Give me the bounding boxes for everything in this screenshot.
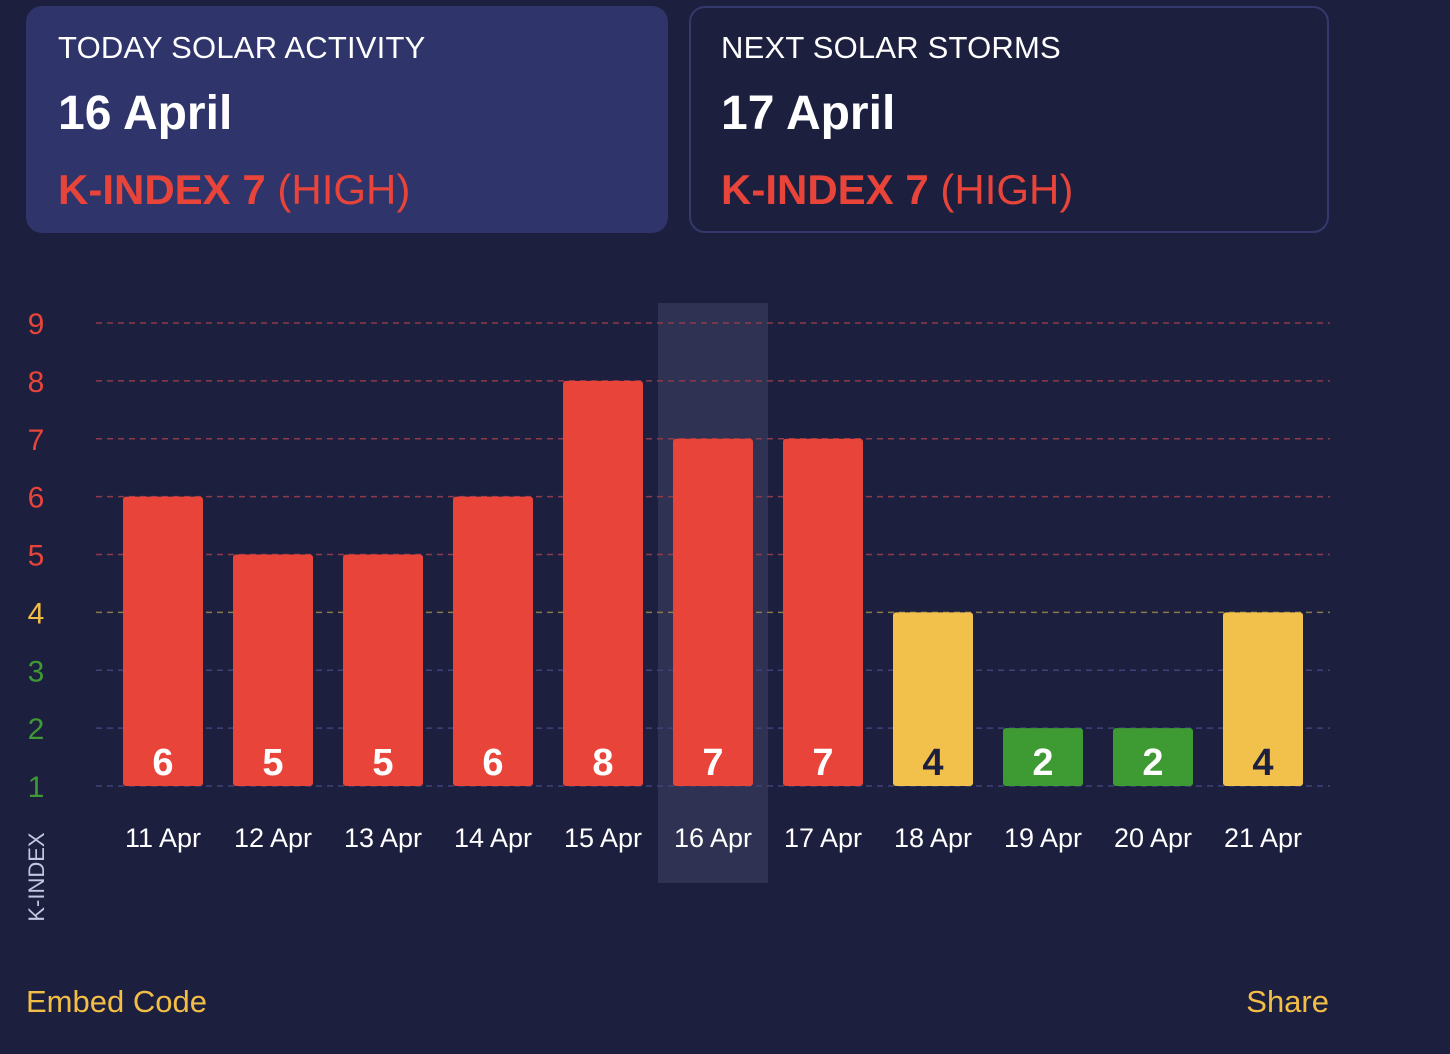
bar-14-apr (453, 496, 533, 786)
y-tick-label: 1 (28, 771, 45, 804)
embed-code-link[interactable]: Embed Code (26, 984, 207, 1019)
bar-11-apr (123, 496, 203, 786)
bar-value-label: 8 (592, 742, 613, 784)
next-kindex-value: K-INDEX 7 (721, 166, 929, 213)
share-link[interactable]: Share (1246, 984, 1329, 1019)
bar-20-apr (1113, 728, 1193, 786)
x-tick-label: 14 Apr (454, 823, 532, 853)
bar-value-label: 7 (812, 742, 833, 784)
y-tick-label: 5 (28, 540, 45, 573)
x-tick-label: 15 Apr (564, 823, 642, 853)
today-activity-card: TODAY SOLAR ACTIVITY 16 April K-INDEX 7 … (26, 6, 668, 233)
bar-12-apr (233, 554, 313, 786)
y-tick-label: 4 (28, 597, 45, 630)
y-axis-label: K-INDEX (24, 832, 49, 922)
bar-15-apr (563, 380, 643, 786)
next-kindex-level: (HIGH) (940, 166, 1074, 213)
next-card-kindex: K-INDEX 7 (HIGH) (721, 166, 1073, 214)
y-tick-label: 3 (28, 655, 45, 688)
bar-value-label: 4 (922, 742, 943, 784)
y-tick-label: 9 (28, 308, 45, 341)
bar-value-label: 2 (1142, 742, 1163, 784)
today-kindex-level: (HIGH) (277, 166, 411, 213)
bar-13-apr (343, 554, 423, 786)
bar-value-label: 7 (702, 742, 723, 784)
bar-value-label: 4 (1252, 742, 1273, 784)
next-storms-card: NEXT SOLAR STORMS 17 April K-INDEX 7 (HI… (689, 6, 1329, 233)
x-tick-label: 12 Apr (234, 823, 312, 853)
bar-value-label: 6 (482, 742, 503, 784)
y-tick-label: 7 (28, 424, 45, 457)
bar-18-apr (893, 612, 973, 786)
today-card-date: 16 April (58, 87, 233, 140)
bar-17-apr (783, 438, 863, 786)
bar-19-apr (1003, 728, 1083, 786)
x-tick-label: 18 Apr (894, 823, 972, 853)
next-card-date: 17 April (721, 87, 896, 140)
bar-21-apr (1223, 612, 1303, 786)
y-tick-label: 2 (28, 713, 45, 746)
y-tick-label: 8 (28, 366, 45, 399)
today-kindex-value: K-INDEX 7 (58, 166, 266, 213)
x-tick-label: 11 Apr (125, 823, 201, 853)
y-tick-label: 6 (28, 482, 45, 515)
x-tick-label: 21 Apr (1224, 823, 1302, 853)
x-tick-label: 17 Apr (784, 823, 862, 853)
x-tick-label: 13 Apr (344, 823, 422, 853)
today-card-kindex: K-INDEX 7 (HIGH) (58, 166, 410, 214)
x-tick-label: 16 Apr (674, 823, 752, 853)
next-card-label: NEXT SOLAR STORMS (721, 30, 1061, 65)
kindex-bar-chart: 1 2 3 4 5 6 7 8 9 6 11 Apr 5 12 Apr 5 13 Apr 6 14 Apr 8 15… (24, 303, 1330, 922)
x-tick-label: 20 Apr (1114, 823, 1192, 853)
bar-value-label: 5 (372, 742, 393, 784)
bar-value-label: 5 (262, 742, 283, 784)
bar-value-label: 2 (1032, 742, 1053, 784)
bar-value-label: 6 (152, 742, 173, 784)
x-tick-label: 19 Apr (1004, 823, 1082, 853)
bar-16-apr (673, 438, 753, 786)
today-card-label: TODAY SOLAR ACTIVITY (58, 30, 426, 65)
